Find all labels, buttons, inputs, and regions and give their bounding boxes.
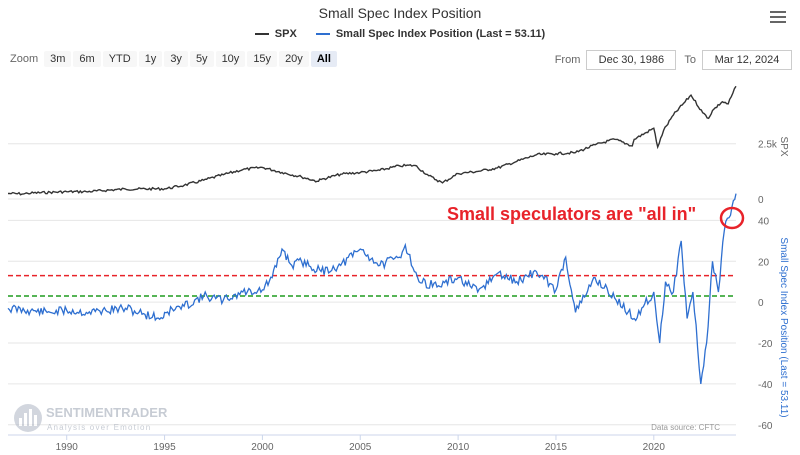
watermark-brand: SENTIMENTRADER — [46, 405, 168, 420]
legend-label-spx: SPX — [274, 28, 297, 40]
range-to-label: To — [684, 54, 696, 66]
spx-axis-title: SPX — [778, 136, 789, 156]
chart-credit: Data source: CFTC — [651, 423, 720, 432]
reference-lines — [8, 274, 736, 297]
zoom-1y-button[interactable]: 1y — [138, 51, 163, 67]
spec-y-tick-5: -60 — [758, 421, 773, 432]
x-tick-label-0: 1990 — [56, 442, 79, 453]
chart-menu-icon[interactable] — [770, 8, 786, 26]
zoom-5y-button[interactable]: 5y — [189, 51, 214, 67]
spx-y-tick-1: 0 — [758, 195, 764, 206]
x-tick-label-3: 2005 — [349, 442, 372, 453]
spec-y-tick-4: -40 — [758, 380, 773, 391]
small-spec-series-line — [7, 193, 737, 384]
legend-swatch-small-spec — [315, 33, 330, 35]
zoom-ytd-button[interactable]: YTD — [102, 51, 137, 67]
x-tick-label-2: 2000 — [251, 442, 274, 453]
spec-y-tick-0: 40 — [758, 216, 770, 227]
spec-y-tick-1: 20 — [758, 257, 770, 268]
zoom-all-button[interactable]: All — [310, 51, 337, 67]
range-from-input[interactable]: Dec 30, 1986 — [586, 50, 677, 70]
x-tick-label-4: 2010 — [447, 442, 470, 453]
grid-lines — [8, 143, 736, 426]
spec-axis-title: Small Spec Index Position (Last = 53.11) — [778, 237, 789, 417]
legend-item-small-spec[interactable]: Small Spec Index Position (Last = 53.11) — [315, 28, 546, 40]
zoom-bar: Zoom 3m 6m YTD 1y 3y 5y 10y 15y 20y All — [10, 51, 339, 67]
zoom-10y-button[interactable]: 10y — [215, 51, 246, 67]
axes: 2.5k 0 40 20 0 -20 -40 -60 SPX Small Spec Index P… — [8, 136, 789, 453]
chart-annotation: Small speculators are "all in" — [447, 204, 696, 224]
watermark-tagline: Analysis over Emotion — [47, 423, 151, 432]
chart-title: Small Spec Index Position — [318, 5, 482, 21]
watermark: SENTIMENTRADER Analysis over Emotion — [14, 404, 168, 432]
sentimentrader-logo-icon — [14, 404, 42, 432]
zoom-6m-button[interactable]: 6m — [73, 51, 101, 67]
spx-series-line — [8, 85, 737, 196]
series-layer — [7, 85, 737, 384]
zoom-3y-button[interactable]: 3y — [164, 51, 188, 67]
x-tick-label-6: 2020 — [643, 442, 666, 453]
legend-label-small-spec: Small Spec Index Position (Last = 53.11) — [335, 28, 546, 40]
legend-swatch-spx — [254, 33, 269, 35]
zoom-20y-button[interactable]: 20y — [279, 51, 309, 67]
date-range: From Dec 30, 1986 To Mar 12, 2024 — [555, 50, 792, 70]
legend-item-spx[interactable]: SPX — [254, 28, 297, 40]
zoom-label: Zoom — [10, 53, 39, 65]
annotation-highlight-circle — [719, 206, 745, 230]
range-from-label: From — [554, 54, 581, 66]
spec-y-tick-3: -20 — [758, 339, 773, 350]
spec-y-tick-2: 0 — [758, 298, 764, 309]
range-to-input[interactable]: Mar 12, 2024 — [702, 50, 792, 70]
x-tick-label-1: 1995 — [153, 442, 176, 453]
zoom-15y-button[interactable]: 15y — [247, 51, 278, 67]
legend: SPX Small Spec Index Position (Last = 53… — [0, 26, 800, 40]
spx-y-tick-0: 2.5k — [758, 140, 778, 151]
zoom-3m-button[interactable]: 3m — [44, 51, 72, 67]
x-tick-label-5: 2015 — [545, 442, 568, 453]
